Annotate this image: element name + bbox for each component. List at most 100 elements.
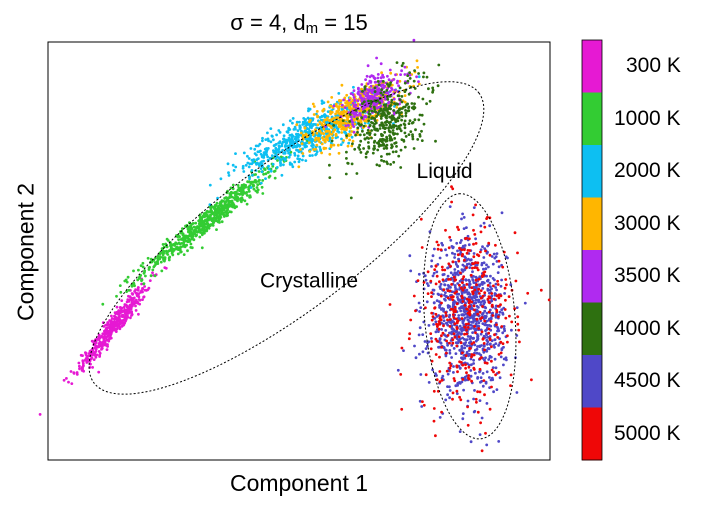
data-point xyxy=(490,292,494,295)
colorbar-swatch xyxy=(582,92,602,146)
data-point xyxy=(526,291,530,295)
data-point xyxy=(280,173,284,177)
data-point xyxy=(453,335,457,339)
data-point xyxy=(502,363,505,367)
data-point xyxy=(189,227,192,231)
data-point xyxy=(308,120,311,124)
data-point xyxy=(462,283,466,287)
data-point xyxy=(142,282,146,286)
data-point xyxy=(378,164,381,168)
data-point xyxy=(402,139,406,143)
data-point xyxy=(416,279,420,282)
data-point xyxy=(453,291,457,295)
data-point xyxy=(400,69,403,73)
data-point xyxy=(141,298,144,301)
data-point xyxy=(393,132,397,136)
data-point xyxy=(333,128,337,132)
data-point xyxy=(515,391,519,394)
data-point xyxy=(442,288,446,292)
data-point xyxy=(498,376,502,380)
data-point xyxy=(185,236,189,240)
data-point xyxy=(418,134,422,138)
data-point xyxy=(332,143,336,147)
data-point xyxy=(281,148,284,152)
data-point xyxy=(181,227,184,231)
data-point xyxy=(393,137,397,140)
data-point xyxy=(345,157,348,160)
data-point xyxy=(449,238,453,242)
data-point xyxy=(363,85,367,89)
data-point xyxy=(192,225,196,229)
data-point xyxy=(456,225,459,229)
data-point xyxy=(373,86,377,90)
data-point xyxy=(487,241,491,245)
data-point xyxy=(258,142,262,146)
data-point xyxy=(351,139,355,143)
data-point xyxy=(366,128,370,132)
data-point xyxy=(346,123,350,127)
data-point xyxy=(137,295,141,299)
data-point xyxy=(245,202,249,206)
data-point xyxy=(295,123,299,127)
data-point xyxy=(236,188,240,192)
data-point xyxy=(444,298,447,302)
data-point xyxy=(234,193,238,197)
data-point xyxy=(373,139,377,143)
data-point xyxy=(251,173,254,177)
data-point xyxy=(450,295,453,299)
data-point xyxy=(339,99,343,102)
data-point xyxy=(278,150,282,154)
data-point xyxy=(368,109,371,112)
data-point xyxy=(479,380,482,384)
data-point xyxy=(279,164,282,167)
data-point xyxy=(376,89,380,92)
data-point xyxy=(414,309,417,313)
data-point xyxy=(314,147,317,151)
data-point xyxy=(507,295,511,298)
data-point xyxy=(390,143,393,147)
data-point xyxy=(371,151,375,155)
data-point xyxy=(483,393,486,397)
data-point xyxy=(278,145,281,149)
data-point xyxy=(400,111,403,114)
data-point xyxy=(461,313,464,317)
data-point xyxy=(472,397,475,401)
data-point xyxy=(438,380,442,384)
data-point xyxy=(308,154,312,158)
data-point xyxy=(365,91,369,95)
data-point xyxy=(470,307,474,310)
data-point xyxy=(295,120,299,124)
data-point xyxy=(395,127,399,131)
data-point xyxy=(122,305,126,309)
data-point xyxy=(420,139,424,143)
data-point xyxy=(484,315,488,318)
data-point xyxy=(443,283,447,287)
data-point xyxy=(478,367,482,371)
data-point xyxy=(395,61,399,64)
data-point xyxy=(463,346,467,350)
data-point xyxy=(427,381,431,384)
data-point xyxy=(136,278,140,282)
data-point xyxy=(139,274,143,277)
data-point xyxy=(112,326,116,330)
data-point xyxy=(256,175,260,179)
data-point xyxy=(250,162,254,166)
data-point xyxy=(370,121,373,124)
data-point xyxy=(160,269,164,273)
data-point xyxy=(189,224,193,227)
data-point xyxy=(477,283,481,287)
data-point xyxy=(472,358,475,362)
data-point xyxy=(395,106,399,109)
data-point xyxy=(247,180,251,184)
data-point xyxy=(422,71,426,75)
data-point xyxy=(275,166,279,169)
data-point xyxy=(141,265,145,269)
data-point xyxy=(386,162,389,166)
data-point xyxy=(349,196,353,200)
data-point xyxy=(368,75,372,79)
data-point xyxy=(399,123,403,127)
data-point xyxy=(348,113,352,116)
data-point xyxy=(471,331,474,334)
data-point xyxy=(411,121,415,124)
